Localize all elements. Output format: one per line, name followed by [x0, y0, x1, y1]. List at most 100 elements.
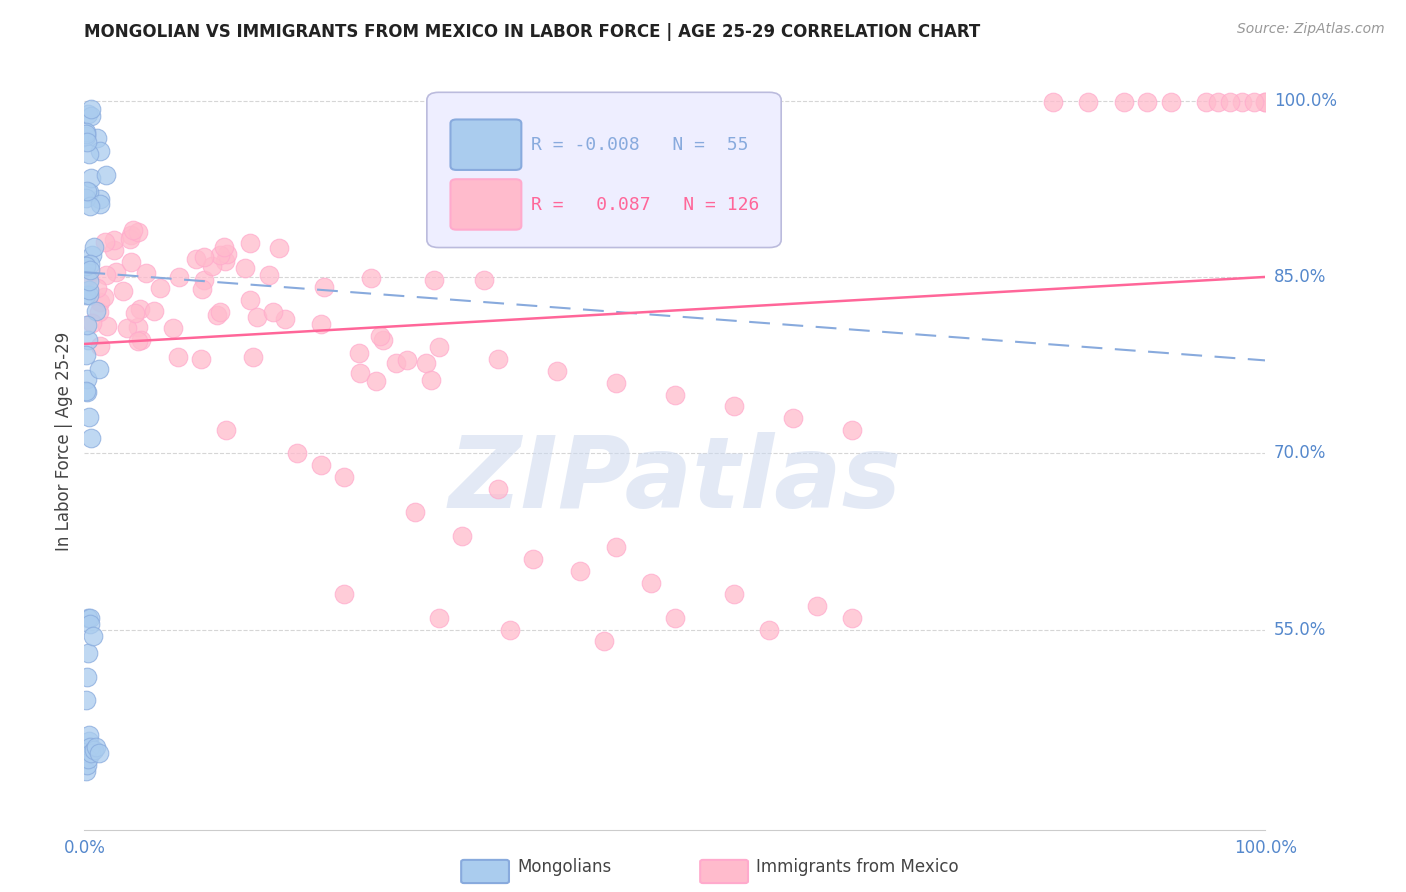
- Point: [80, 746, 103, 760]
- Point: [360, 271, 382, 285]
- Point: [605, 541, 627, 555]
- Point: [349, 345, 371, 359]
- Point: [75, 348, 97, 362]
- Point: [128, 320, 150, 334]
- Point: [214, 253, 236, 268]
- Point: [77, 611, 100, 625]
- Point: [135, 266, 157, 280]
- Point: [83, 742, 105, 756]
- Point: [94, 235, 117, 249]
- Text: ZIPatlas: ZIPatlas: [449, 432, 901, 529]
- Point: [1254, 95, 1277, 109]
- Text: R =   0.087   N = 126: R = 0.087 N = 126: [531, 196, 759, 214]
- Point: [486, 482, 509, 496]
- Point: [257, 268, 280, 283]
- Text: R = -0.008   N =  55: R = -0.008 N = 55: [531, 136, 748, 154]
- Point: [79, 740, 101, 755]
- Point: [77, 646, 100, 660]
- Point: [76, 385, 98, 400]
- Point: [112, 285, 135, 299]
- Point: [309, 317, 332, 331]
- Point: [75, 764, 97, 778]
- Point: [94, 168, 117, 182]
- Point: [395, 353, 418, 368]
- Point: [167, 350, 190, 364]
- Text: Mongolians: Mongolians: [517, 858, 612, 876]
- Point: [129, 333, 152, 347]
- Point: [76, 184, 98, 198]
- Text: Source: ZipAtlas.com: Source: ZipAtlas.com: [1237, 22, 1385, 37]
- Point: [79, 257, 101, 271]
- Point: [427, 611, 450, 625]
- Point: [93, 290, 115, 304]
- Point: [1219, 95, 1241, 109]
- Point: [79, 185, 101, 199]
- Point: [217, 247, 239, 261]
- Point: [1254, 95, 1277, 109]
- Point: [96, 318, 118, 333]
- Point: [758, 623, 780, 637]
- Point: [404, 505, 426, 519]
- Point: [546, 364, 568, 378]
- Point: [77, 147, 100, 161]
- Point: [82, 628, 104, 642]
- Point: [80, 431, 103, 445]
- Point: [1243, 95, 1265, 109]
- Point: [127, 334, 149, 348]
- Point: [84, 304, 107, 318]
- Point: [242, 351, 264, 365]
- Point: [368, 328, 391, 343]
- Point: [262, 305, 284, 319]
- Point: [75, 384, 97, 398]
- Point: [77, 734, 100, 748]
- Point: [233, 260, 256, 275]
- Point: [120, 255, 142, 269]
- Point: [366, 375, 388, 389]
- Point: [309, 458, 332, 472]
- Point: [190, 352, 212, 367]
- Point: [89, 192, 111, 206]
- Point: [80, 316, 103, 330]
- Y-axis label: In Labor Force | Age 25-29: In Labor Force | Age 25-29: [55, 332, 73, 551]
- Point: [486, 352, 509, 367]
- Point: [120, 228, 142, 243]
- Point: [89, 197, 111, 211]
- Point: [472, 273, 495, 287]
- Point: [239, 293, 262, 308]
- Point: [723, 587, 745, 601]
- Point: [806, 599, 828, 614]
- Point: [79, 262, 101, 277]
- Point: [87, 304, 110, 318]
- Point: [86, 281, 108, 295]
- Point: [191, 282, 214, 296]
- Point: [373, 333, 395, 347]
- Point: [89, 295, 111, 310]
- Point: [498, 623, 520, 637]
- Point: [75, 128, 97, 143]
- Point: [75, 693, 97, 707]
- Point: [215, 423, 238, 437]
- Point: [782, 411, 804, 425]
- Point: [76, 135, 98, 149]
- Point: [79, 611, 101, 625]
- Point: [208, 305, 231, 319]
- Point: [77, 334, 100, 348]
- Point: [285, 446, 308, 460]
- Point: [142, 303, 165, 318]
- Point: [76, 372, 98, 386]
- Point: [79, 409, 101, 424]
- Point: [841, 611, 863, 625]
- Point: [79, 199, 101, 213]
- Point: [75, 125, 97, 139]
- Point: [77, 729, 100, 743]
- Point: [349, 367, 371, 381]
- Point: [86, 130, 108, 145]
- Point: [209, 248, 232, 262]
- Point: [124, 306, 146, 320]
- Point: [1195, 95, 1218, 109]
- Point: [80, 170, 103, 185]
- Point: [103, 233, 125, 247]
- Point: [267, 241, 290, 255]
- Point: [79, 283, 101, 297]
- Point: [841, 423, 863, 437]
